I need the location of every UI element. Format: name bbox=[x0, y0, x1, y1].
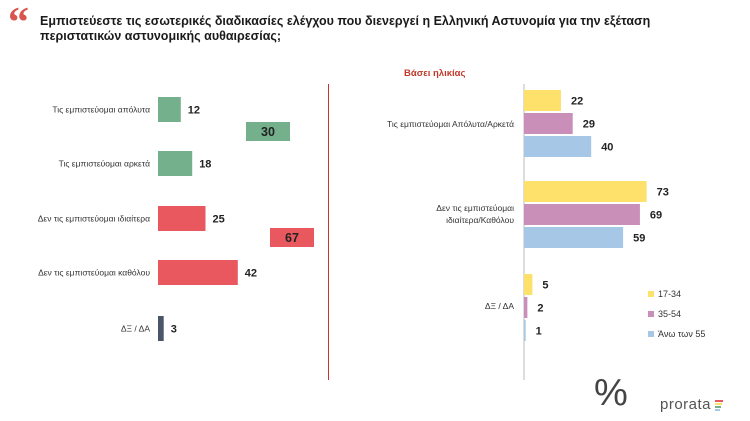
legend-item-2: Άνω των 55 bbox=[648, 324, 705, 344]
category-label-3: Δεν τις εμπιστεύομαι καθόλου bbox=[38, 268, 150, 278]
chart-divider bbox=[328, 84, 329, 380]
bar-0 bbox=[158, 97, 181, 122]
value-label-1-1: 69 bbox=[650, 210, 662, 222]
prorata-logo-text: prorata bbox=[660, 396, 712, 413]
bar-0-2 bbox=[524, 136, 592, 157]
combined-value-0: 30 bbox=[261, 125, 275, 139]
legend-swatch-0 bbox=[648, 291, 654, 297]
value-label-2-2: 1 bbox=[536, 326, 542, 338]
group-label-0-0: Τις εμπιστεύομαι Απόλυτα/Αρκετά bbox=[387, 119, 514, 129]
legend-label-2: Άνω των 55 bbox=[658, 329, 706, 339]
bar-0-0 bbox=[524, 90, 561, 111]
value-label-2: 25 bbox=[213, 214, 225, 226]
value-label-0-0: 22 bbox=[571, 96, 583, 108]
bar-1-2 bbox=[524, 227, 624, 248]
prorata-percent-logo: % bbox=[594, 372, 628, 414]
group-label-1-1: ιδιαίτερα/Καθόλου bbox=[446, 215, 514, 225]
page-title: Εμπιστεύεστε τις εσωτερικές διαδικασίες … bbox=[40, 14, 651, 43]
logo-bar-1 bbox=[715, 403, 722, 405]
legend-swatch-2 bbox=[648, 331, 654, 337]
category-label-0: Τις εμπιστεύομαι απόλυτα bbox=[52, 105, 150, 115]
bar-2-1 bbox=[524, 297, 528, 318]
bar-3 bbox=[158, 260, 238, 285]
prorata-logo-bars bbox=[715, 400, 723, 412]
age-legend: 17-34 35-54 Άνω των 55 bbox=[648, 284, 705, 344]
bar-2-2 bbox=[524, 320, 526, 341]
logo-bar-0 bbox=[715, 400, 723, 402]
combined-bar-1 bbox=[270, 228, 314, 247]
bar-1 bbox=[158, 151, 193, 176]
bar-2-0 bbox=[524, 274, 533, 295]
value-label-0-1: 29 bbox=[583, 119, 595, 131]
legend-swatch-1 bbox=[648, 311, 654, 317]
legend-item-1: 35-54 bbox=[648, 304, 705, 324]
value-label-1: 18 bbox=[199, 159, 211, 171]
value-label-0: 12 bbox=[188, 105, 200, 117]
quote-mark: “ bbox=[8, 0, 29, 46]
bar-1-1 bbox=[524, 204, 640, 225]
category-label-2: Δεν τις εμπιστεύομαι ιδιαίτερα bbox=[38, 214, 150, 224]
value-label-0-2: 40 bbox=[601, 142, 613, 154]
group-label-2-0: ΔΞ / ΔΑ bbox=[485, 301, 514, 311]
value-label-1-0: 73 bbox=[657, 187, 669, 199]
combined-bar-0 bbox=[246, 122, 290, 141]
value-label-2-0: 5 bbox=[542, 280, 548, 292]
logo-bar-2 bbox=[715, 406, 721, 408]
value-label-2-1: 2 bbox=[537, 303, 543, 315]
bar-4 bbox=[158, 316, 164, 341]
bar-1-0 bbox=[524, 181, 647, 202]
bar-2 bbox=[158, 206, 206, 231]
value-label-3: 42 bbox=[245, 268, 257, 280]
group-label-1-0: Δεν τις εμπιστεύομαι bbox=[436, 203, 514, 213]
logo-bar-3 bbox=[715, 409, 720, 411]
value-label-1-2: 59 bbox=[633, 233, 645, 245]
combined-value-1: 67 bbox=[285, 231, 299, 245]
value-label-4: 3 bbox=[171, 324, 177, 336]
bar-0-1 bbox=[524, 113, 573, 134]
age-chart-title: Βάσει ηλικίας bbox=[404, 68, 466, 79]
category-label-4: ΔΞ / ΔΑ bbox=[121, 324, 150, 334]
legend-item-0: 17-34 bbox=[648, 284, 705, 304]
legend-label-1: 35-54 bbox=[658, 309, 682, 319]
legend-label-0: 17-34 bbox=[658, 289, 682, 299]
category-label-1: Τις εμπιστεύομαι αρκετά bbox=[59, 159, 151, 169]
